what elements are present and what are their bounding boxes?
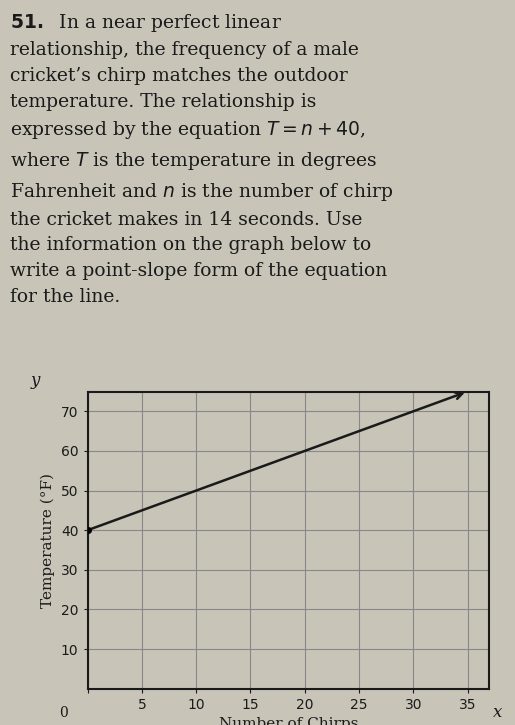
Y-axis label: Temperature (°F): Temperature (°F) bbox=[41, 473, 55, 608]
Text: 0: 0 bbox=[59, 705, 68, 719]
X-axis label: Number of Chirps: Number of Chirps bbox=[219, 717, 358, 725]
Text: y: y bbox=[30, 371, 40, 389]
Text: $\bf{51.}$  In a near perfect linear
relationship, the frequency of a male
crick: $\bf{51.}$ In a near perfect linear rela… bbox=[10, 12, 393, 306]
Text: x: x bbox=[493, 704, 503, 721]
